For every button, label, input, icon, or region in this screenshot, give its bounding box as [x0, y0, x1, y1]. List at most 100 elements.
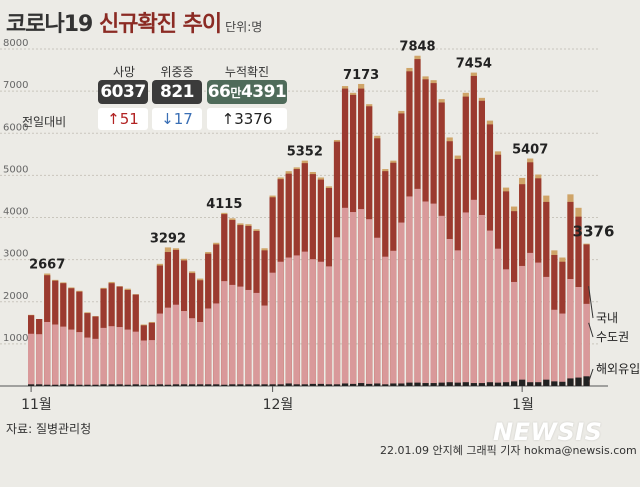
bar-overseas: [519, 379, 526, 386]
bar-overseas: [446, 382, 453, 386]
bar-capital: [350, 212, 357, 386]
newsis-watermark: NEWSIS: [493, 418, 603, 446]
data-label: 2667: [29, 258, 65, 273]
cumulative-value-rest: 4391: [240, 82, 287, 102]
bar-overseas: [84, 384, 91, 386]
bar-capital: [502, 269, 510, 386]
bar-overseas: [68, 384, 75, 386]
bar-overseas: [527, 382, 534, 386]
bar-overseas: [197, 384, 204, 386]
bar-overseas: [414, 382, 421, 386]
bar-capital: [486, 230, 494, 386]
deaths-change-value: 51: [119, 110, 139, 128]
y-tick-label: 6000: [3, 122, 28, 133]
arrow-down-icon: ↓: [161, 110, 174, 128]
bar-overseas: [116, 384, 123, 386]
bar-capital: [197, 321, 204, 386]
bar-capital: [333, 237, 341, 386]
bar-capital: [511, 281, 518, 386]
bar-overseas: [486, 382, 494, 386]
critical-value: 821: [152, 80, 202, 104]
title-unit: 단위:명: [225, 20, 263, 34]
bar-capital: [341, 207, 349, 386]
bar-overseas: [406, 382, 413, 386]
bar-overseas: [535, 382, 542, 386]
bar-capital: [414, 188, 421, 386]
bar-capital: [390, 250, 397, 386]
bar-overseas: [253, 384, 260, 386]
arrow-up-icon: ↑: [107, 110, 120, 128]
data-label: 7173: [343, 68, 379, 83]
bar-capital: [253, 292, 260, 386]
bar-overseas: [213, 384, 220, 386]
bar-overseas: [478, 383, 485, 386]
source-note: 자료: 질병관리청: [6, 422, 92, 436]
bar-capital: [140, 340, 147, 386]
y-tick-label: 8000: [3, 38, 28, 49]
title-prefix: 코로나19: [6, 12, 93, 37]
data-label: 3376: [573, 223, 615, 241]
bar-overseas: [148, 384, 155, 386]
bar-capital: [116, 327, 123, 386]
bar-overseas: [140, 384, 147, 386]
bar-overseas: [221, 384, 228, 386]
chart-title: 코로나19 신규확진 추이 단위:명: [6, 6, 262, 38]
bar-overseas: [559, 381, 566, 386]
bar-overseas: [100, 384, 107, 386]
y-tick-label: 7000: [3, 80, 28, 91]
bar-capital: [519, 265, 526, 386]
bar-capital: [535, 262, 542, 386]
bar-overseas: [108, 384, 115, 386]
bar-overseas: [422, 383, 429, 386]
bar-overseas: [333, 384, 341, 386]
bar-capital: [583, 303, 590, 386]
bar-capital: [527, 252, 534, 386]
bar-capital: [567, 279, 574, 386]
bar-overseas: [430, 383, 437, 386]
bar-overseas: [285, 383, 292, 386]
deaths-value: 6037: [98, 80, 148, 104]
cumulative-change-value: 3376: [234, 110, 273, 128]
bar-capital: [36, 334, 43, 386]
data-label: 5352: [287, 145, 323, 160]
title-highlight: 신규확진 추이: [99, 12, 222, 37]
bar-capital: [76, 332, 83, 386]
bar-capital: [60, 326, 67, 386]
bar-capital: [382, 256, 389, 386]
data-label: 7454: [456, 57, 492, 72]
cumulative-label: 누적확진: [224, 65, 270, 79]
bar-capital: [124, 329, 131, 386]
legend-leader: [588, 286, 594, 319]
bar-overseas: [156, 384, 163, 386]
bar-capital: [374, 237, 381, 386]
bar-overseas: [269, 384, 276, 386]
bar-capital: [229, 284, 236, 386]
bar-overseas: [293, 384, 300, 386]
bar-overseas: [551, 381, 558, 386]
data-label: 3292: [150, 231, 186, 246]
bar-capital: [100, 327, 107, 386]
cumulative-change: ↑ 3376: [207, 108, 287, 130]
bar-capital: [132, 331, 139, 386]
bar-overseas: [462, 382, 469, 386]
bar-overseas: [438, 382, 445, 386]
bar-capital: [430, 203, 437, 386]
legend-label: 해외유입: [596, 362, 640, 376]
bar-overseas: [237, 384, 244, 386]
bar-capital: [462, 212, 469, 386]
data-label: 7848: [399, 40, 435, 55]
bar-capital: [68, 329, 75, 386]
legend-label: 수도권: [596, 330, 629, 344]
legend-label: 국내: [596, 311, 618, 325]
bar-capital: [358, 209, 365, 386]
bar-capital: [285, 257, 292, 386]
bar-capital: [92, 338, 99, 386]
bar-overseas: [44, 384, 51, 386]
bar-overseas: [205, 384, 212, 386]
bar-overseas: [494, 382, 502, 386]
bar-overseas: [511, 381, 518, 386]
bar-capital: [148, 340, 155, 386]
bar-overseas: [317, 383, 324, 386]
bar-overseas: [309, 383, 316, 386]
bar-overseas: [132, 384, 139, 386]
